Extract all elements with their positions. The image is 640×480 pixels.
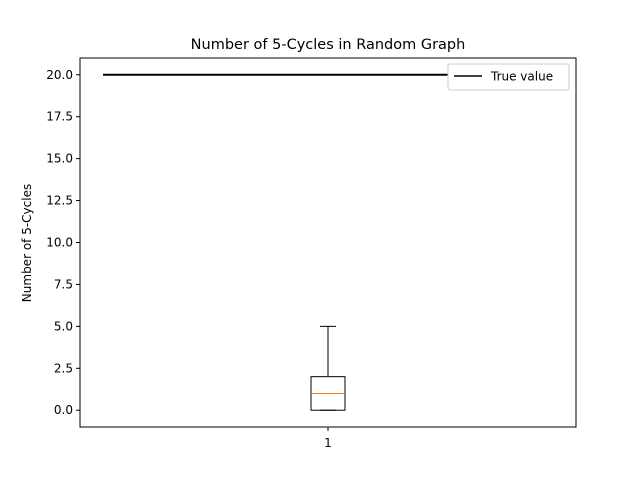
legend: True value bbox=[447, 63, 570, 91]
plot-area: 0.0 2.5 5.0 7.5 10.0 12.5 15.0 17.5 20.0 1 bbox=[46, 57, 577, 450]
y-tick-label: 5.0 bbox=[54, 319, 73, 333]
chart-title: Number of 5-Cycles in Random Graph bbox=[191, 37, 466, 53]
legend-box bbox=[447, 63, 570, 91]
y-tick-label: 15.0 bbox=[46, 152, 73, 166]
y-tick-label: 2.5 bbox=[54, 361, 73, 375]
y-tick-label: 7.5 bbox=[54, 277, 73, 291]
y-tick-label: 0.0 bbox=[54, 403, 73, 417]
y-tick-label: 20.0 bbox=[46, 68, 73, 82]
legend-label-true-value: True value bbox=[490, 70, 553, 84]
y-tick-label: 17.5 bbox=[46, 110, 73, 124]
x-tick-label: 1 bbox=[324, 436, 332, 450]
y-tick-label: 12.5 bbox=[46, 194, 73, 208]
y-tick-label: 10.0 bbox=[46, 236, 73, 250]
y-axis-label: Number of 5-Cycles bbox=[20, 184, 34, 302]
